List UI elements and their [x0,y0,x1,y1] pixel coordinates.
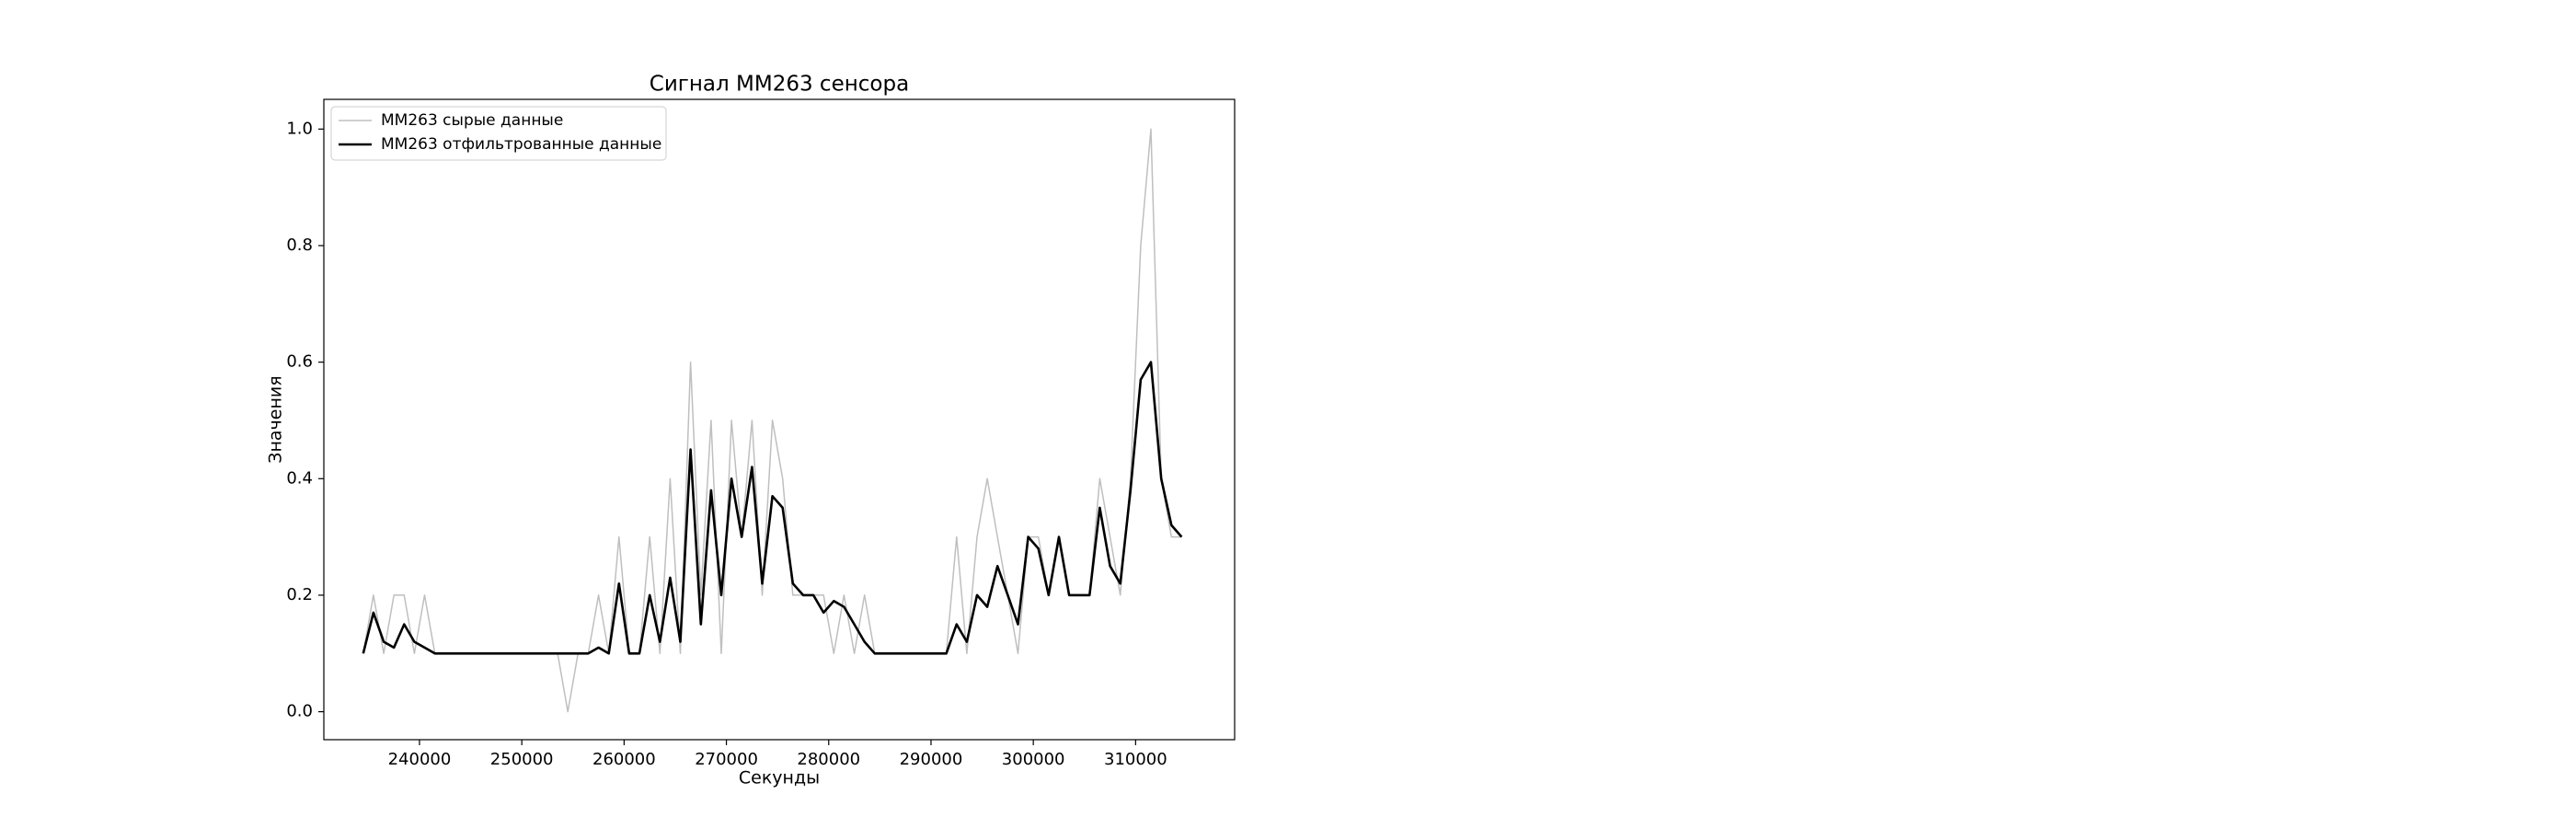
x-tick-label: 280000 [797,750,860,769]
plot-frame [323,98,1236,741]
y-tick-label: 1.0 [286,119,313,138]
y-tick-label: 0.0 [286,702,313,721]
x-tick-label: 290000 [900,750,963,769]
x-axis-label: Секунды [739,768,820,788]
x-tick-label: 300000 [1002,750,1065,769]
legend-label: MM263 сырые данные [381,111,563,130]
y-tick-label: 0.6 [286,352,313,372]
series-line [362,128,1182,713]
chart-title: Сигнал MM263 сенсора [650,73,909,97]
x-tick-label: 240000 [388,750,452,769]
y-tick-label: 0.8 [286,236,313,255]
legend-label: MM263 отфильтрованные данные [381,135,661,154]
y-tick-label: 0.2 [286,585,313,604]
x-tick-label: 270000 [695,750,758,769]
legend-box [330,106,667,161]
series-line [362,361,1183,655]
x-tick-label: 250000 [490,750,554,769]
y-axis-label: Значения [266,375,286,463]
y-tick-label: 0.4 [286,468,313,488]
x-tick-label: 310000 [1104,750,1167,769]
x-tick-label: 260000 [592,750,656,769]
